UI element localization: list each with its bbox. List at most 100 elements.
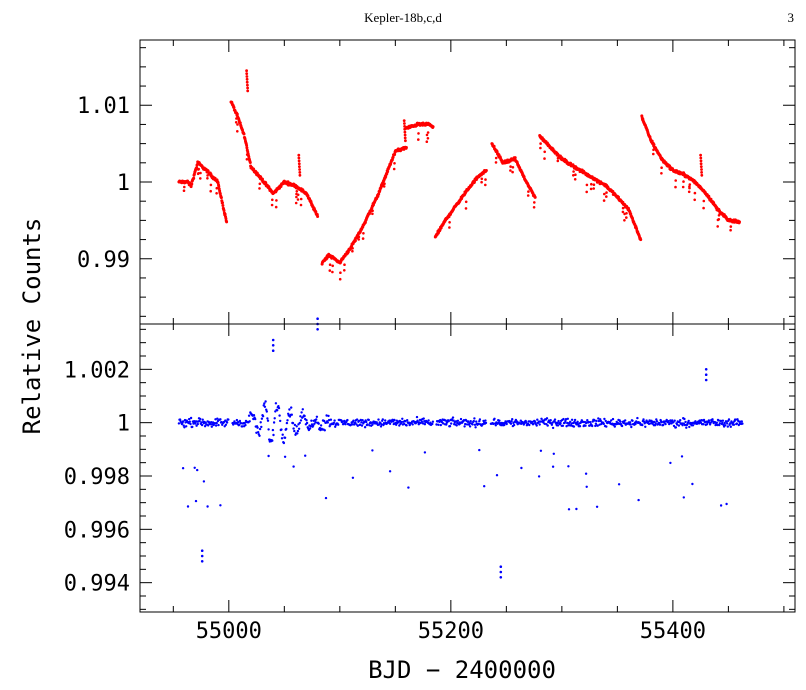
blue-data-point-952 — [316, 328, 319, 331]
red-data-point-1619 — [700, 171, 703, 174]
blue-data-point-901 — [715, 421, 718, 424]
red-data-point-1611 — [403, 136, 407, 140]
blue-data-point-69 — [215, 421, 218, 425]
blue-data-point-946 — [200, 560, 204, 563]
blue-data-point-474 — [462, 419, 466, 422]
blue-data-point-147 — [266, 417, 269, 420]
blue-data-point-838 — [679, 419, 682, 422]
red-data-point-491 — [351, 247, 354, 250]
blue-data-point-456 — [451, 416, 455, 419]
red-data-point-1615 — [699, 159, 703, 163]
blue-data-point-880 — [702, 418, 706, 422]
blue-data-point-677 — [584, 424, 587, 427]
blue-data-point-833 — [675, 423, 679, 426]
blue-data-point-156 — [271, 439, 274, 442]
blue-data-point-649 — [567, 508, 571, 511]
blue-data-point-297 — [354, 421, 357, 424]
red-data-point-1399 — [674, 179, 677, 182]
blue-data-point-231 — [315, 418, 318, 421]
blue-data-point-203 — [298, 421, 301, 425]
blue-data-point-850 — [685, 426, 688, 429]
red-data-point-1301 — [639, 238, 643, 242]
red-data-point-1617 — [699, 165, 703, 169]
red-data-point-136 — [222, 209, 226, 212]
blue-data-point-703 — [598, 423, 601, 426]
blue-data-point-517 — [492, 422, 495, 426]
blue-data-point-600 — [540, 417, 543, 420]
blue-data-point-609 — [545, 417, 549, 420]
blue-data-point-202 — [297, 427, 301, 430]
blue-data-point-449 — [447, 420, 450, 423]
blue-data-point-642 — [564, 418, 568, 421]
red-data-point-237 — [261, 177, 264, 181]
blue-data-point-188 — [290, 406, 293, 409]
red-data-point-183 — [242, 132, 246, 136]
red-data-point-1254 — [623, 219, 626, 222]
red-data-point-707 — [425, 133, 429, 137]
blue-data-point-624 — [553, 418, 557, 421]
red-data-point-997 — [532, 206, 536, 209]
blue-data-point-317 — [366, 423, 369, 426]
red-data-point-1248 — [621, 210, 625, 214]
blue-data-point-89 — [227, 418, 230, 421]
red-data-point-1597 — [297, 153, 301, 157]
blue-data-point-104 — [239, 422, 243, 425]
blue-data-point-117 — [247, 414, 251, 417]
blue-data-point-585 — [532, 422, 535, 425]
blue-data-point-949 — [499, 576, 503, 579]
blue-data-point-144 — [264, 400, 267, 403]
blue-data-point-488 — [471, 423, 474, 426]
blue-data-point-809 — [661, 423, 665, 427]
blue-data-point-697 — [595, 419, 598, 423]
blue-data-point-427 — [431, 422, 434, 426]
blue-data-point-836 — [677, 424, 681, 427]
blue-data-point-20 — [188, 420, 191, 423]
red-data-point-869 — [484, 183, 487, 187]
blue-data-point-918 — [725, 420, 728, 423]
blue-data-point-638 — [562, 417, 565, 421]
blue-data-point-198 — [295, 425, 298, 428]
red-data-point-1163 — [592, 187, 595, 190]
blue-data-point-524 — [495, 474, 499, 477]
blue-data-point-483 — [468, 422, 471, 425]
blue-data-point-365 — [394, 421, 397, 425]
blue-data-point-110 — [243, 421, 246, 425]
blue-data-point-797 — [654, 422, 657, 425]
red-data-point-1100 — [572, 174, 575, 177]
blue-data-point-923 — [727, 418, 731, 421]
blue-data-point-125 — [252, 414, 256, 417]
blue-data-point-565 — [520, 466, 523, 470]
red-data-point-1592 — [245, 77, 249, 81]
blue-data-point-138 — [260, 417, 264, 420]
red-data-point-1194 — [603, 192, 606, 196]
blue-data-point-854 — [687, 419, 690, 423]
top-panel-points — [177, 69, 741, 281]
blue-data-point-293 — [351, 476, 355, 479]
blue-data-point-415 — [423, 451, 427, 454]
blue-data-point-36 — [196, 422, 199, 426]
blue-data-point-957 — [271, 338, 275, 342]
red-data-point-1610 — [403, 133, 407, 137]
blue-data-point-158 — [272, 433, 275, 437]
blue-data-point-252 — [327, 414, 330, 418]
blue-data-point-687 — [589, 421, 592, 424]
red-data-point-706 — [425, 140, 429, 143]
red-data-point-1018 — [543, 157, 546, 160]
red-data-point-1591 — [245, 75, 249, 78]
blue-data-point-414 — [423, 423, 427, 426]
red-data-point-584 — [382, 185, 386, 188]
red-data-point-1616 — [699, 162, 703, 166]
blue-data-point-451 — [448, 425, 452, 428]
blue-data-point-384 — [406, 419, 409, 422]
red-data-point-510 — [357, 235, 361, 239]
blue-data-point-320 — [368, 424, 371, 427]
blue-data-point-484 — [468, 425, 472, 428]
blue-data-point-741 — [620, 424, 624, 428]
blue-data-point-40 — [199, 417, 202, 421]
blue-data-point-355 — [388, 422, 392, 425]
blue-data-point-381 — [404, 420, 407, 423]
blue-data-point-829 — [673, 419, 676, 422]
red-data-point-1001 — [533, 195, 537, 199]
blue-data-point-519 — [493, 417, 496, 420]
blue-data-point-275 — [341, 420, 344, 423]
